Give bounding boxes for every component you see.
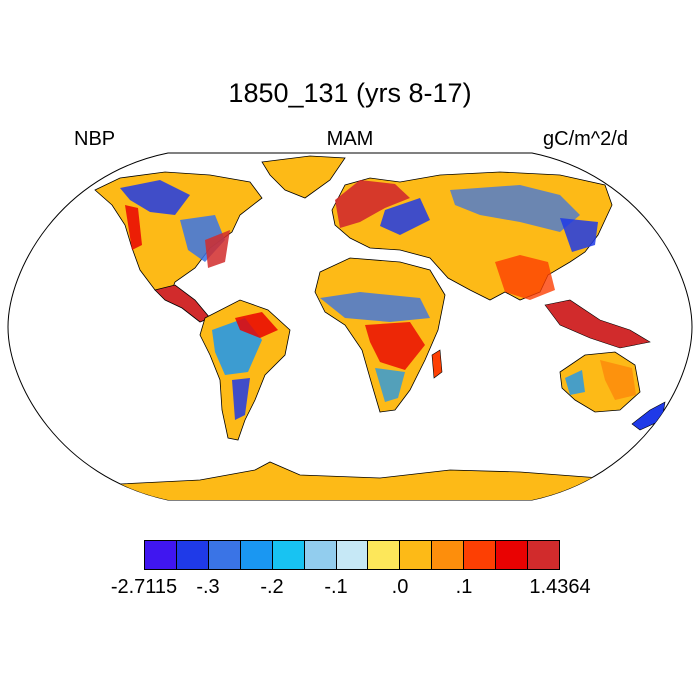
colorbar-tick-label: -.1 (324, 576, 348, 598)
australia-red (600, 360, 636, 400)
east-asia-blue (560, 218, 598, 252)
colorbar-tick-label: .0 (391, 576, 409, 598)
siberia-blue (450, 185, 580, 232)
australia-blue (565, 370, 585, 395)
colorbar-cell (336, 541, 369, 569)
colorbar-cell (208, 541, 241, 569)
new-zealand (631, 401, 666, 431)
colorbar-cell (272, 541, 305, 569)
africa-south-blue (375, 368, 405, 402)
greenland (261, 155, 346, 199)
colorbar-cell (145, 541, 177, 569)
africa-red-patch (365, 322, 425, 370)
colorbar-cell (496, 541, 529, 569)
colorbar-tick-label: 1.4364 (529, 576, 591, 598)
sa-south-blue (232, 378, 250, 420)
na-southeast-red (205, 230, 230, 268)
south-asia-mixed (495, 255, 555, 300)
europe-blue (380, 198, 430, 235)
antarctica (8, 461, 692, 500)
colorbar-cell (400, 541, 433, 569)
map-title: 1850_131 (yrs 8-17) (228, 78, 472, 108)
sa-red-patch (235, 312, 278, 338)
units-label: gC/m^2/d (543, 128, 628, 150)
colorbar-tick-label: -.2 (260, 576, 284, 598)
colorbar-cell (432, 541, 465, 569)
na-blue-patch (120, 180, 190, 215)
colorbar-cell (240, 541, 273, 569)
europe-red (335, 180, 410, 228)
africa-blue-band (320, 292, 430, 322)
colorbar (144, 540, 560, 570)
season-label: MAM (326, 128, 374, 150)
colorbar-cell (464, 541, 497, 569)
variable-label: NBP (74, 128, 116, 150)
colorbar-cell (304, 541, 337, 569)
madagascar (431, 349, 443, 379)
colorbar-cell (176, 541, 209, 569)
se-asia-islands (544, 299, 651, 349)
colorbar-cell (368, 541, 401, 569)
colorbar-tick-label: -.3 (196, 576, 220, 598)
na-west-red (125, 205, 142, 250)
colorbar-tick-label: .1 (455, 576, 473, 598)
colorbar-cell (528, 541, 559, 569)
colorbar-tick-label: -2.7115 (110, 576, 178, 598)
